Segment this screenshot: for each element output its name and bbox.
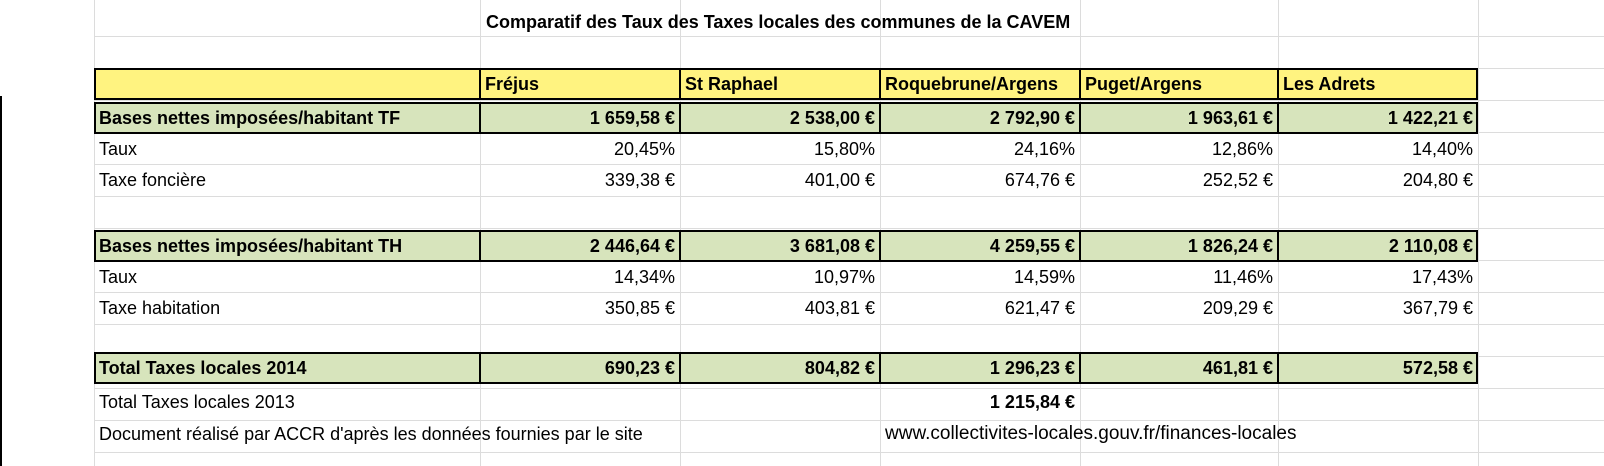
column-header: Fréjus: [480, 68, 680, 100]
base-row-label: Bases nettes imposées/habitant TF: [94, 102, 480, 134]
gridline: [94, 164, 1604, 165]
cell-border: [479, 102, 481, 134]
cell-border: [679, 68, 681, 100]
gridline: [94, 388, 1604, 389]
gridline: [94, 324, 1604, 325]
data-row-value: 204,80 €: [1402, 170, 1473, 190]
data-row-value: 11,46%: [1213, 267, 1273, 287]
cell-border: [879, 352, 881, 384]
base-row-value: 2 792,90 €: [880, 102, 1080, 134]
data-row-value: 12,86%: [1211, 139, 1273, 159]
total-2013-value: 1 215,84 €: [989, 392, 1075, 412]
base-row-label: Bases nettes imposées/habitant TH: [94, 230, 480, 262]
cell-border: [879, 68, 881, 100]
total-2013-label: Total Taxes locales 2013: [99, 392, 295, 412]
cell-border: [1277, 102, 1279, 134]
window-edge: [0, 96, 2, 466]
data-row-value: 15,80%: [813, 139, 875, 159]
data-row-value: 14,34%: [613, 267, 675, 287]
column-header: Puget/Argens: [1080, 68, 1278, 100]
data-row-value: 10,97%: [813, 267, 875, 287]
base-row-value: 1 422,21 €: [1278, 102, 1478, 134]
data-row-value: 367,79 €: [1402, 298, 1473, 318]
total-2014-border: [94, 352, 1478, 384]
data-row-value: 20,45%: [613, 139, 675, 159]
data-row-value: 14,40%: [1411, 139, 1473, 159]
total-2014-row-value: 804,82 €: [680, 352, 880, 384]
page-title: Comparatif des Taux des Taxes locales de…: [486, 12, 1071, 32]
base-row-value: 2 110,08 €: [1278, 230, 1478, 262]
data-row-label: Taux: [99, 139, 138, 159]
cell-border: [479, 230, 481, 262]
header-border: [94, 68, 1478, 100]
gridline: [94, 100, 1604, 101]
cell-border: [479, 352, 481, 384]
cell-border: [1079, 352, 1081, 384]
column-header: St Raphael: [680, 68, 880, 100]
cell-border: [1079, 68, 1081, 100]
data-row-label: Taux: [99, 267, 138, 287]
cell-border: [1277, 352, 1279, 384]
header-blank-cell: [94, 68, 480, 100]
cell-border: [679, 352, 681, 384]
cell-border: [679, 102, 681, 134]
data-row-value: 24,16%: [1013, 139, 1075, 159]
base-row-value: 2 538,00 €: [680, 102, 880, 134]
gridline: [94, 452, 1604, 453]
data-row-label: Taxe habitation: [99, 298, 221, 318]
source-url: www.collectivites-locales.gouv.fr/financ…: [885, 423, 1297, 444]
total-2014-row-value: 461,81 €: [1080, 352, 1278, 384]
cell-border: [1277, 230, 1279, 262]
cell-border: [1277, 68, 1279, 100]
data-row-value: 674,76 €: [1004, 170, 1075, 190]
gridline: [94, 228, 1604, 229]
base-row-value: 1 963,61 €: [1080, 102, 1278, 134]
cell-border: [1079, 230, 1081, 262]
data-row-value: 350,85 €: [604, 298, 675, 318]
column-header: Les Adrets: [1278, 68, 1478, 100]
data-row-label: Taxe foncière: [99, 170, 207, 190]
base-row-value: 2 446,64 €: [480, 230, 680, 262]
cell-border: [479, 68, 481, 100]
base-row-value: 1 659,58 €: [480, 102, 680, 134]
base-row-value: 1 826,24 €: [1080, 230, 1278, 262]
gridline: [94, 292, 1604, 293]
data-row-value: 621,47 €: [1004, 298, 1075, 318]
column-header: Roquebrune/Argens: [880, 68, 1080, 100]
data-row-value: 403,81 €: [804, 298, 875, 318]
footer-note: Document réalisé par ACCR d'après les do…: [99, 424, 643, 444]
data-row-value: 209,29 €: [1202, 298, 1273, 318]
base-row-value: 3 681,08 €: [680, 230, 880, 262]
base-row-border: [94, 102, 1478, 134]
gridline: [1478, 0, 1479, 466]
data-row-value: 252,52 €: [1202, 170, 1273, 190]
total-2014-row-value: 690,23 €: [480, 352, 680, 384]
data-row-value: 17,43%: [1411, 267, 1473, 287]
cell-border: [679, 230, 681, 262]
cell-border: [879, 102, 881, 134]
total-2014-row-label: Total Taxes locales 2014: [94, 352, 480, 384]
data-row-value: 401,00 €: [804, 170, 875, 190]
gridline: [94, 196, 1604, 197]
total-2014-row-value: 1 296,23 €: [880, 352, 1080, 384]
data-row-value: 339,38 €: [604, 170, 675, 190]
base-row-border: [94, 230, 1478, 262]
total-2014-row-value: 572,58 €: [1278, 352, 1478, 384]
cell-border: [879, 230, 881, 262]
cell-border: [1079, 102, 1081, 134]
gridline: [94, 36, 1604, 37]
base-row-value: 4 259,55 €: [880, 230, 1080, 262]
gridline: [94, 420, 1604, 421]
data-row-value: 14,59%: [1013, 267, 1075, 287]
